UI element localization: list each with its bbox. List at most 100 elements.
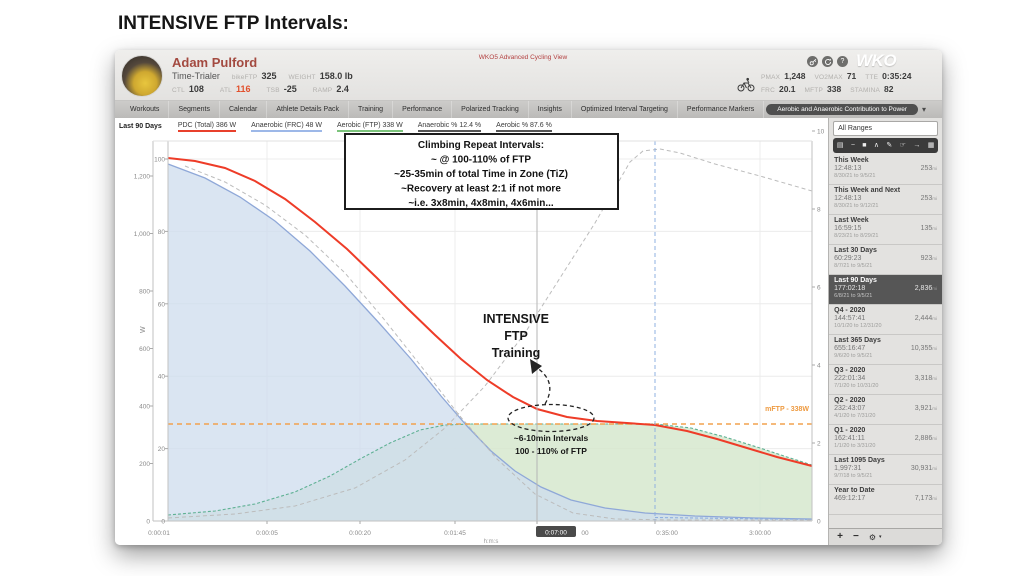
w-tick: 0 [146,519,150,526]
sidebar-footer: + − ⚙ ▾ [829,528,942,545]
range-item[interactable]: Year to Date 469:12:17 7,173mi [829,485,942,515]
chart-panel: Last 90 Days PDC (Total) 386 W Anaerobic… [115,118,829,546]
hand-icon[interactable]: ☞ [899,142,906,149]
nav-bar: Workouts Segments Calendar Athlete Detai… [115,101,942,118]
range-item[interactable]: This Week and Next 12:48:13 253mi 8/30/2… [829,185,942,215]
annotation-box: Climbing Repeat Intervals: ~ @ 100-110% … [344,133,619,210]
cyclist-icon [737,77,755,97]
pdc-chart[interactable]: mFTP - 338W [115,118,828,546]
legend-range-label: Last 90 Days [119,123,162,130]
right-tick: 8 [817,207,821,214]
x-tick: 0:35:00 [656,530,678,537]
power-stat: PMAX 1,248 [761,71,806,81]
pencil-icon[interactable]: ✎ [886,142,893,149]
app-header: Adam Pulford Time-Trialer bikeFTP 325 WE… [115,50,942,101]
mftp-label: mFTP - 338W [765,406,809,413]
annotation-line: Climbing Repeat Intervals: [418,140,544,151]
callout-arrow [535,366,551,405]
pct-tick: 80 [158,229,166,236]
w-tick: 1,000 [134,231,151,238]
power-stat: MFTP 338 [804,84,842,94]
range-item[interactable]: Last Week 16:59:15 135mi 8/23/21 to 8/29… [829,215,942,245]
legend-item-anaerobic-frc[interactable]: Anaerobic (FRC) 48 W [251,122,322,132]
athlete-profile-row: Time-Trialer bikeFTP 325 WEIGHT 158.0 lb [172,71,353,81]
chart-legend: Last 90 Days PDC (Total) 386 W Anaerobic… [115,118,828,135]
w-axis-unit: W [140,326,147,333]
anaerobic-pct-curve [184,165,812,521]
athlete-name: Adam Pulford [172,55,258,70]
nav-tab[interactable]: Performance Markers [678,101,765,118]
pct-tick: 20 [158,446,166,453]
profile-stat: WEIGHT 158.0 lb [288,71,353,81]
range-item[interactable]: Last 365 Days 655:16:47 10,355mi 9/6/20 … [829,335,942,365]
nav-tab[interactable]: Optimized Interval Targeting [572,101,678,118]
range-item[interactable]: Last 30 Days 60:29:23 923mi 8/7/21 to 9/… [829,245,942,275]
stop-icon[interactable]: ■ [862,142,867,149]
pct-tick: 40 [158,374,166,381]
ranges-sidebar: All Ranges ▤ − ■ ∧ ✎ ☞ → ▦ This Week [828,118,942,545]
range-item[interactable]: Last 90 Days 177:02:18 2,836mi 6/8/21 to… [829,275,942,305]
anaerobic-frc-tail-dashed [654,516,813,521]
grid-icon[interactable]: ▦ [927,142,935,149]
athlete-type: Time-Trialer [172,71,220,81]
nav-tab[interactable]: Polarized Tracking [452,101,529,118]
minus-icon[interactable]: − [850,142,855,149]
w-tick: 600 [139,346,150,353]
x-axis-unit: h:m:s [484,539,499,545]
help-icon[interactable]: ? [837,56,848,67]
athlete-avatar[interactable] [121,55,163,97]
range-item[interactable]: This Week 12:48:13 253mi 8/30/21 to 9/5/… [829,155,942,185]
metric-stat: TSB -25 [266,84,297,94]
right-axis-labels: 10 8 6 4 2 0 [817,129,825,526]
annotation-line: ~ @ 100-110% of FTP [431,155,531,166]
axis-tick-marks [150,130,815,524]
nav-tab[interactable]: Training [349,101,394,118]
gear-icon[interactable]: ⚙ [868,532,876,542]
x-axis-labels: 0:00:01 0:00:05 0:00:20 0:01:45 00 0:35:… [148,530,771,537]
chevron-down-icon[interactable]: ▾ [879,534,882,540]
copy-icon[interactable]: ▤ [836,142,844,149]
legend-item-anaerobic-pct[interactable]: Anaerobic % 12.4 % [417,122,482,132]
legend-item-aerobic-pct[interactable]: Aerobic % 87.6 % [496,122,552,132]
legend-item-pdc-total[interactable]: PDC (Total) 386 W [177,122,237,132]
range-item[interactable]: Q4 - 2020 144:57:41 2,444mi 10/1/20 to 1… [829,305,942,335]
remove-range-button[interactable]: − [852,531,859,542]
athlete-metrics-row: CTL 108 ATL 116 TSB -25 RAMP [172,84,349,94]
add-range-button[interactable]: + [837,531,843,542]
range-list: This Week 12:48:13 253mi 8/30/21 to 9/5/… [829,155,942,515]
refresh-icon[interactable] [822,56,833,67]
anaerobic-frc-line [167,163,813,520]
aerobic-pct-curve [167,148,813,519]
legend-item-aerobic-ftp[interactable]: Aerobic (FTP) 338 W [336,122,403,132]
range-item[interactable]: Q2 - 2020 232:43:07 3,921mi 4/1/20 to 7/… [829,395,942,425]
nav-tab[interactable]: Insights [529,101,572,118]
callout-line: INTENSIVE [483,312,549,326]
nav-tab[interactable]: Performance [393,101,453,118]
ellipse-note-line: ~6-10min Intervals [514,433,589,443]
w-tick: 800 [139,289,150,296]
right-tick: 10 [817,129,825,136]
range-item[interactable]: Last 1095 Days 1,997:31 30,931mi 9/7/18 … [829,455,942,485]
callout-line: Training [492,346,541,360]
chart-selector-pill[interactable]: Aerobic and Anaerobic Contribution to Po… [766,104,918,115]
nav-tab[interactable]: Workouts [121,101,170,118]
nav-tab[interactable]: Segments [169,101,220,118]
range-item[interactable]: Q3 - 2020 222:01:34 3,318mi 7/1/20 to 10… [829,365,942,395]
power-stat: TTE 0:35:24 [865,71,912,81]
ranges-filter-dropdown[interactable]: All Ranges [833,121,938,136]
pct-tick: 0 [161,519,165,526]
metric-stat: ATL 116 [219,84,251,94]
nav-tab[interactable]: Athlete Details Pack [267,101,350,118]
chevron-down-icon[interactable]: ▾ [921,105,926,114]
wko-logo: WKO [856,51,897,70]
interval-ellipse [507,403,595,433]
range-item[interactable]: Q1 - 2020 162:41:11 2,886mi 1/1/20 to 3/… [829,425,942,455]
arrow-icon[interactable]: → [913,142,921,149]
key-icon[interactable] [807,56,818,67]
arc-icon[interactable]: ∧ [873,142,880,149]
x-cursor-remnant: 00 [581,530,589,537]
power-stat: STAMINA 82 [850,84,894,94]
power-stats-row1: PMAX 1,248 VO2MAX 71 TTE 0:35:24 [761,71,911,81]
nav-tab[interactable]: Calendar [220,101,268,118]
